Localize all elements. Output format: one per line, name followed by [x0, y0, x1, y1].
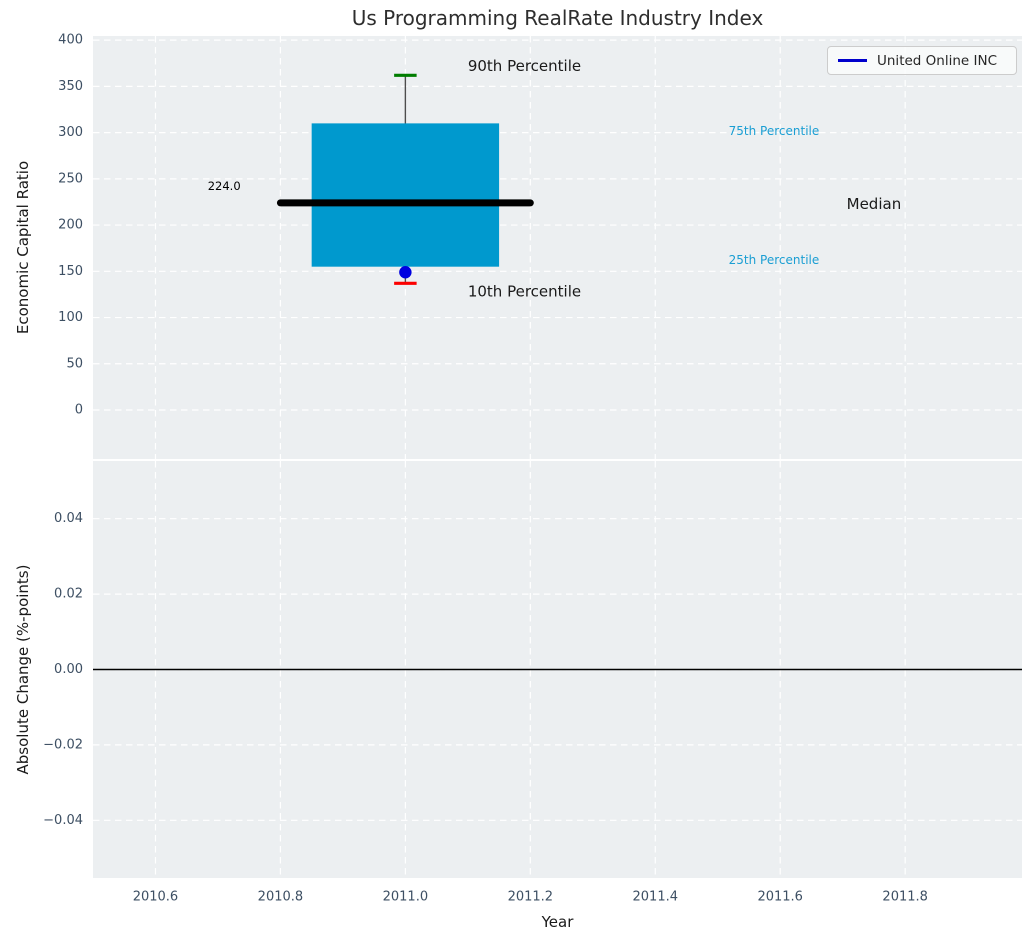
x-tick-label: 2010.8 [258, 890, 304, 905]
annotation: 224.0 [208, 179, 241, 193]
iqr-box [311, 123, 500, 267]
y-tick-label: 0.04 [54, 511, 83, 526]
x-tick-label: 2011.2 [508, 890, 554, 905]
annotation: 25th Percentile [729, 253, 820, 267]
x-axis-label: Year [541, 913, 575, 931]
y-tick-label: 250 [58, 171, 83, 186]
y-axis-label-1: Absolute Change (%-points) [14, 565, 32, 775]
chart-legend: United Online INC [827, 46, 1017, 75]
y-tick-label: −0.02 [43, 737, 83, 752]
y-tick-label: 300 [58, 125, 83, 140]
y-tick-label: 150 [58, 264, 83, 279]
x-tick-label: 2011.8 [882, 890, 928, 905]
company-point [399, 266, 412, 279]
y-tick-label: 50 [66, 356, 83, 371]
annotation: 90th Percentile [468, 57, 581, 75]
x-tick-label: 2010.6 [133, 890, 179, 905]
y-tick-label: 0.02 [54, 587, 83, 602]
annotation: 10th Percentile [468, 283, 581, 301]
y-axis-label-0: Economic Capital Ratio [14, 161, 32, 334]
x-tick-label: 2011.6 [757, 890, 803, 905]
y-tick-label: 200 [58, 218, 83, 233]
panel-background-0 [93, 36, 1022, 459]
y-tick-label: 350 [58, 79, 83, 94]
legend-label: United Online INC [877, 52, 997, 69]
annotation: Median [847, 195, 902, 213]
y-tick-label: 0.00 [54, 662, 83, 677]
y-tick-label: 400 [58, 33, 83, 48]
legend-line-swatch [838, 59, 867, 62]
x-tick-label: 2011.0 [383, 890, 429, 905]
chart-title: Us Programming RealRate Industry Index [351, 6, 764, 30]
annotation: 75th Percentile [729, 124, 820, 138]
y-tick-label: −0.04 [43, 813, 83, 828]
x-tick-label: 2011.4 [633, 890, 679, 905]
y-tick-label: 100 [58, 310, 83, 325]
y-tick-label: 0 [75, 402, 83, 417]
